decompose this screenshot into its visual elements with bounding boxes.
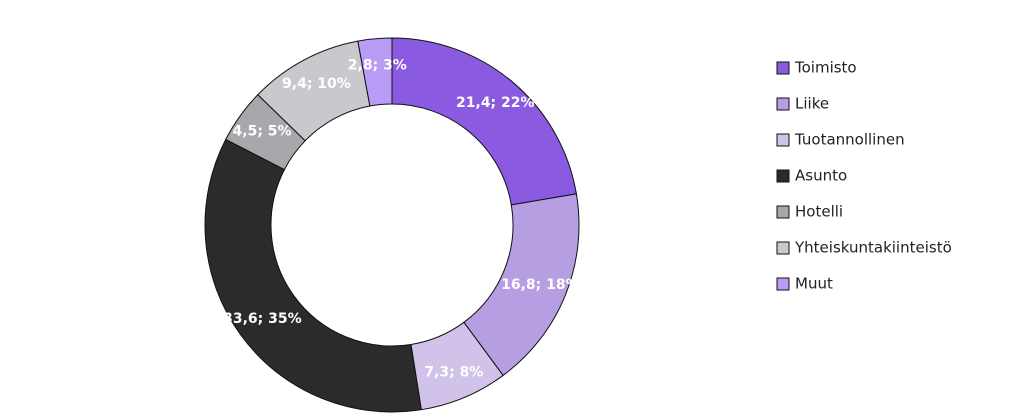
legend-swatch bbox=[776, 277, 790, 291]
data-label: 16,8; 18% bbox=[501, 277, 580, 293]
legend-label: Toimisto bbox=[794, 59, 857, 77]
data-label: 33,6; 35% bbox=[223, 311, 302, 327]
legend-label: Liike bbox=[795, 95, 829, 113]
data-label: 9,4; 10% bbox=[282, 76, 351, 92]
legend-label: Yhteiskuntakiinteistö bbox=[794, 239, 952, 257]
legend-swatch bbox=[776, 97, 790, 111]
donut-slice bbox=[357, 37, 393, 107]
legend-swatch bbox=[776, 133, 790, 147]
legend-label: Hotelli bbox=[795, 203, 843, 221]
legend-swatch bbox=[776, 61, 790, 75]
data-label: 4,5; 5% bbox=[233, 124, 292, 140]
legend-label: Tuotannollinen bbox=[794, 131, 905, 149]
donut-slice bbox=[391, 37, 577, 206]
data-label: 21,4; 22% bbox=[456, 95, 535, 111]
donut-slice bbox=[204, 138, 422, 413]
data-label: 7,3; 8% bbox=[424, 365, 483, 381]
legend-label: Asunto bbox=[795, 167, 847, 185]
legend-swatch bbox=[776, 205, 790, 219]
legend-swatch bbox=[776, 241, 790, 255]
legend-label: Muut bbox=[795, 275, 833, 293]
data-label: 2,8; 3% bbox=[348, 58, 407, 74]
legend-swatch bbox=[776, 169, 790, 183]
